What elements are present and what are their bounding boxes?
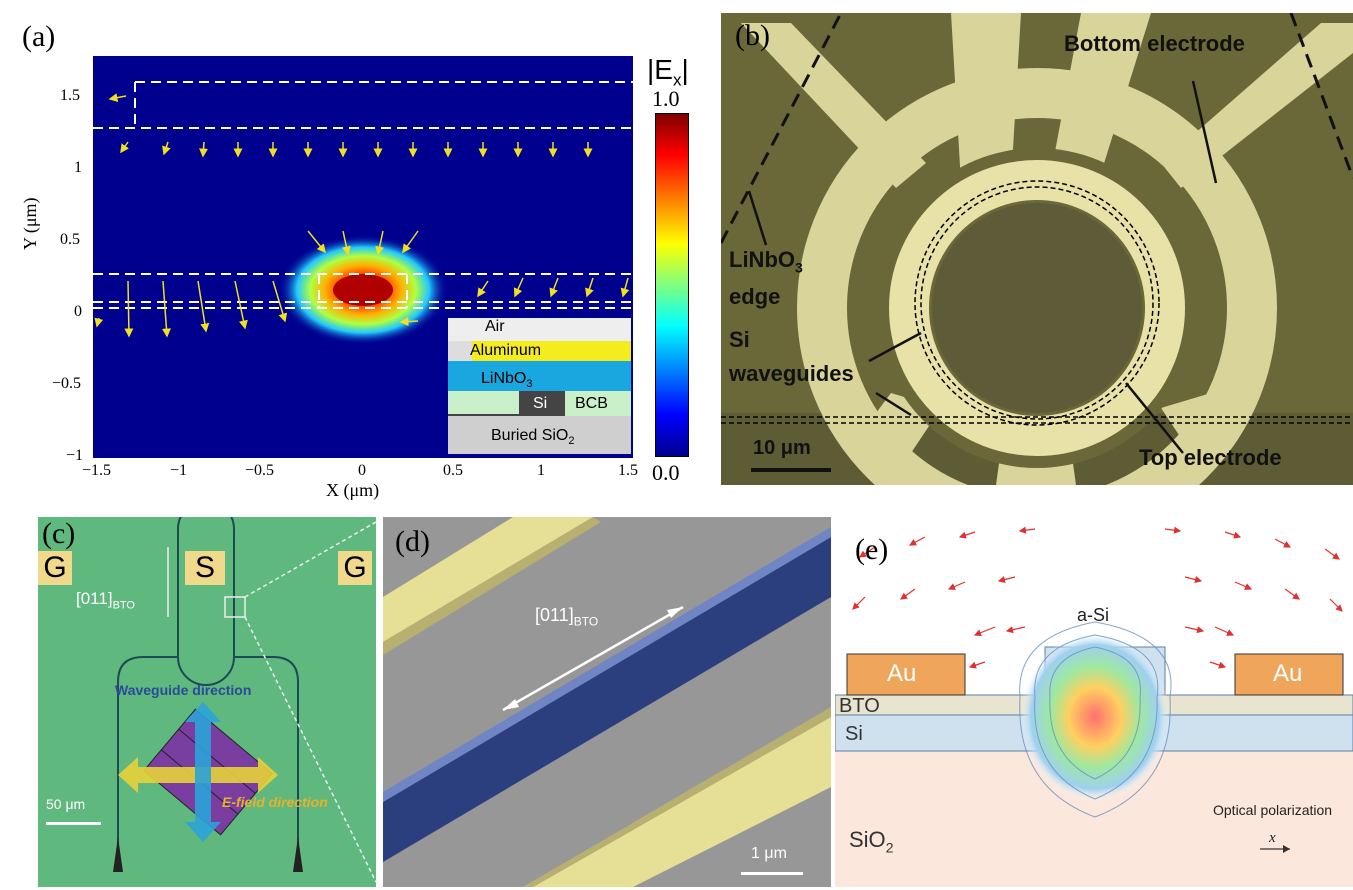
panel-b-scale: 10 μm	[753, 437, 811, 459]
panel-a-ytick: −0.5	[52, 375, 82, 392]
panel-c-label: (c)	[42, 517, 76, 550]
panel-e-label: (e)	[855, 533, 889, 566]
panel-a-xtick: −1	[170, 462, 188, 479]
mode-core	[333, 274, 393, 306]
panel-a-xlabel: X (μm)	[326, 480, 380, 500]
label-au-left: Au	[887, 660, 917, 687]
pad-s: S	[185, 551, 225, 585]
panel-e: (e) a-Si Au Au BTO Si SiO2 Optical polar…	[835, 517, 1353, 890]
layer-boundaries	[93, 81, 633, 309]
panel-c: (c) G S G [011]BTO Waveguide direction E…	[38, 517, 376, 887]
label-bto: BTO	[839, 695, 880, 717]
legend-aluminum: Aluminum	[470, 342, 542, 359]
label-waveguide-direction: Waveguide direction	[115, 682, 252, 698]
panel-d-label: (d)	[395, 525, 430, 558]
panel-d: (d) [011]BTO 1 μm	[383, 517, 831, 887]
colorbar-min: 0.0	[652, 460, 680, 485]
panel-a-xtick: 0.5	[443, 462, 463, 479]
panel-a-ytick: 0.5	[60, 231, 80, 248]
label-linbo3-edge: LiNbO3 edge	[729, 247, 803, 310]
legend-buried-sio2: Buried SiO2	[491, 427, 575, 448]
panel-a-xtick: 0	[358, 462, 366, 479]
legend-air: Air	[485, 318, 505, 335]
panel-a-xtick: 1.5	[618, 462, 638, 479]
panel-a-xtick: −1.5	[82, 462, 112, 479]
panel-d-direction: [011]BTO	[535, 605, 599, 629]
label-si-waveguides: Si waveguides	[729, 327, 854, 386]
panel-e-cross-section	[835, 526, 1353, 887]
panel-a-ytick: 1	[74, 159, 82, 176]
pad-g-left: G	[38, 551, 72, 585]
label-x: x	[1269, 830, 1276, 846]
panel-a-label: (a)	[22, 20, 56, 53]
label-optical-polarization: Optical polarization	[1213, 802, 1333, 818]
colorbar	[655, 113, 689, 457]
panel-a-ytick: −1	[66, 447, 84, 464]
panel-a-ytick: 1.5	[60, 87, 80, 104]
pad-g-right: G	[338, 551, 372, 585]
panel-a-xtick: 1	[537, 462, 545, 479]
panel-a-xtick: −0.5	[245, 462, 275, 479]
label-au-right: Au	[1273, 660, 1303, 687]
layer-legend	[448, 318, 631, 454]
panel-a-ytick: 0	[74, 303, 82, 320]
legend-si: Si	[533, 395, 548, 412]
label-sio2: SiO2	[849, 827, 894, 856]
panel-c-direction: [011]BTO	[76, 589, 135, 612]
colorbar-title: |Ex|	[647, 54, 689, 90]
field-arrows	[94, 93, 630, 338]
legend-bcb: BCB	[575, 395, 608, 412]
panel-b-label: (b)	[735, 19, 770, 52]
panel-d-scale: 1 μm	[751, 845, 787, 862]
panel-a-ylabel: Y (μm)	[20, 197, 40, 250]
label-si: Si	[845, 723, 863, 745]
colorbar-max: 1.0	[652, 86, 680, 111]
legend-linbo3: LiNbO3	[481, 370, 533, 391]
panel-b-micrograph	[721, 13, 1353, 485]
panel-a-field-plot	[93, 56, 633, 458]
label-top-electrode: Top electrode	[1139, 445, 1282, 470]
label-efield-direction: E-field direction	[222, 794, 328, 810]
panel-d-sem	[383, 517, 831, 887]
label-bottom-electrode: Bottom electrode	[1064, 31, 1245, 56]
panel-b: (b) Bottom electrode LiNbO3 edge Si wave…	[721, 13, 1353, 485]
label-a-si: a-Si	[1077, 605, 1110, 625]
panel-c-scale: 50 μm	[46, 796, 86, 812]
